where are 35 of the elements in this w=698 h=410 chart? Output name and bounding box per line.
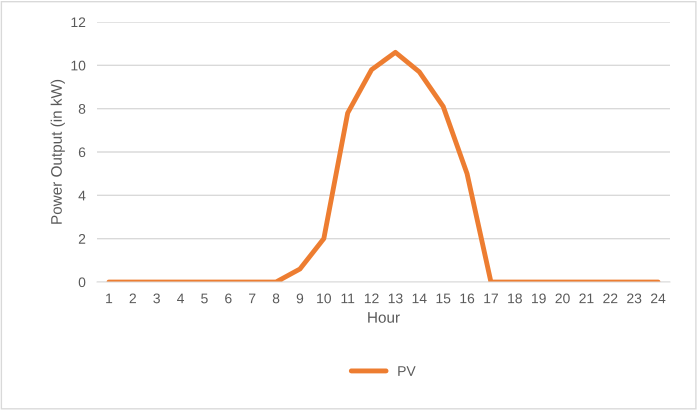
x-tick-label: 16 <box>460 293 474 304</box>
x-tick-label: 4 <box>177 294 184 304</box>
x-tick-label: 20 <box>556 293 570 304</box>
x-tick-label: 9 <box>296 293 304 304</box>
x-axis-title: Hour <box>368 312 400 323</box>
x-tick-label: 23 <box>627 293 642 304</box>
y-tick-label: 0 <box>78 277 86 288</box>
x-tick-label: 8 <box>272 293 280 304</box>
x-tick-label: 10 <box>317 293 331 304</box>
x-tick-label: 3 <box>153 293 160 304</box>
x-tick-label: 11 <box>342 294 354 304</box>
x-tick-label: 12 <box>364 293 379 304</box>
x-tick-label: 2 <box>130 293 136 304</box>
y-tick-label: 2 <box>78 234 86 244</box>
x-tick-label: 1 <box>106 294 112 304</box>
legend-label: PV <box>398 366 416 376</box>
x-tick-label: 13 <box>388 293 403 304</box>
y-tick-label: 10 <box>72 60 86 71</box>
y-tick-label: 4 <box>78 190 86 200</box>
x-tick-label: 15 <box>436 294 450 304</box>
x-tick-label: 24 <box>651 293 666 304</box>
y-tick-label: 6 <box>78 147 86 158</box>
x-tick-label: 5 <box>201 294 208 304</box>
y-tick-label: 12 <box>72 17 86 28</box>
y-tick-label: 8 <box>78 104 86 114</box>
x-tick-label: 22 <box>603 293 618 304</box>
x-tick-label: 18 <box>508 293 522 304</box>
y-axis-title: Power Output (in kW) <box>50 80 65 224</box>
x-tick-label: 21 <box>579 293 594 304</box>
line-series <box>106 50 660 282</box>
x-tick-label: 14 <box>412 294 427 304</box>
x-tick-label: 6 <box>225 293 232 304</box>
x-tick-label: 7 <box>249 294 256 304</box>
x-tick-label: 17 <box>484 294 498 304</box>
x-tick-label: 19 <box>532 293 546 304</box>
